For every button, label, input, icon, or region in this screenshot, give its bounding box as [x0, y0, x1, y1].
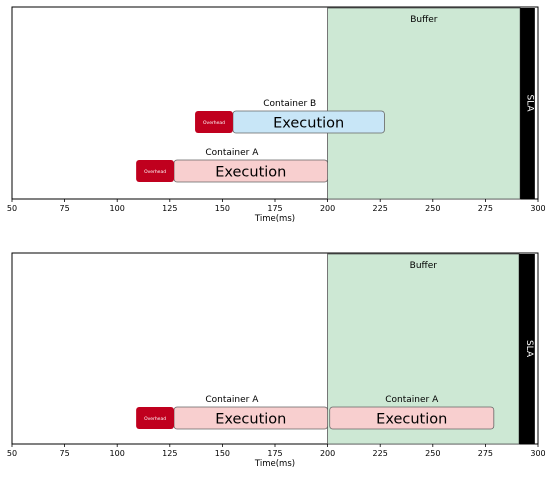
sla-bar	[520, 8, 535, 199]
execution-label: Execution	[273, 116, 344, 132]
x-tick-label: 75	[60, 204, 70, 213]
container-label: Container A	[385, 395, 439, 405]
x-tick-label: 275	[478, 204, 493, 213]
overhead-bar	[136, 407, 175, 429]
overhead-label: Overhead	[144, 169, 166, 175]
container-label: Container A	[205, 395, 259, 405]
x-tick-label: 125	[162, 449, 177, 458]
x-tick-label: 250	[425, 204, 440, 213]
x-tick-label: 200	[320, 204, 335, 213]
execution-bar	[329, 406, 495, 430]
x-axis-label: Time(ms)	[254, 459, 295, 469]
x-tick-label: 50	[7, 204, 17, 213]
x-tick-label: 200	[320, 449, 335, 458]
overhead-label: Overhead	[144, 416, 166, 422]
container-label: Container A	[205, 148, 259, 158]
buffer-label: Buffer	[410, 261, 438, 271]
sla-label: SLA	[524, 94, 534, 112]
sla-label: SLA	[524, 340, 534, 358]
x-tick-label: 225	[373, 449, 388, 458]
x-tick-label: 250	[425, 449, 440, 458]
x-tick-label: 100	[110, 204, 125, 213]
overhead-label: Overhead	[203, 120, 225, 126]
buffer-label: Buffer	[410, 15, 438, 25]
x-tick-label: 225	[373, 204, 388, 213]
x-tick-label: 275	[478, 449, 493, 458]
x-tick-label: 100	[110, 449, 125, 458]
x-tick-label: 300	[530, 204, 545, 213]
x-tick-label: 125	[162, 204, 177, 213]
x-tick-label: 175	[267, 204, 282, 213]
execution-label: Execution	[215, 165, 286, 181]
execution-label: Execution	[376, 412, 447, 428]
overhead-bar	[136, 160, 175, 182]
buffer-region	[327, 7, 521, 200]
x-tick-label: 300	[530, 449, 545, 458]
x-tick-label: 150	[215, 449, 230, 458]
sla-bar	[519, 254, 535, 444]
container-label: Container B	[263, 99, 316, 109]
overhead-bar	[195, 111, 233, 133]
x-axis-label: Time(ms)	[254, 214, 295, 224]
execution-label: Execution	[215, 412, 286, 428]
x-tick-label: 50	[7, 449, 17, 458]
x-tick-label: 175	[267, 449, 282, 458]
x-tick-label: 75	[60, 449, 70, 458]
x-tick-label: 150	[215, 204, 230, 213]
